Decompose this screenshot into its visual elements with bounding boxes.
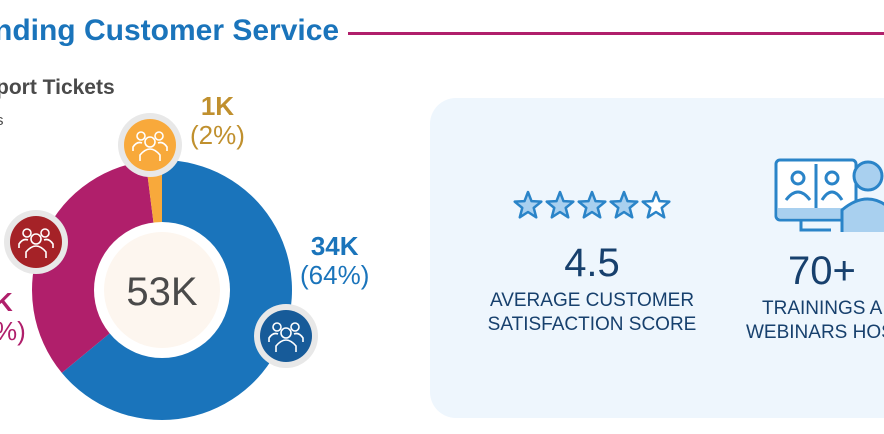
- desc-line: SATISFACTION SCORE: [487, 313, 697, 335]
- star-icon: [577, 190, 607, 219]
- percent-label: (64%): [300, 259, 370, 290]
- stat-description: AVERAGE CUSTOMER SATISFACTION SCORE: [470, 289, 714, 337]
- donut-center: [104, 232, 220, 348]
- label-yellow: 1K (2%): [190, 92, 245, 149]
- label-blue: 34K (64%): [300, 232, 369, 289]
- chart-subtitle: s: [0, 112, 4, 129]
- value-label: 1K: [200, 91, 235, 121]
- star-icon: [513, 190, 543, 219]
- title-divider: [348, 32, 884, 35]
- star-icon: [545, 190, 575, 219]
- star-rating-icon: [513, 190, 671, 219]
- stats-panel: 4.5 AVERAGE CUSTOMER SATISFACTION SCORE …: [430, 98, 884, 418]
- star-icon: [609, 190, 639, 219]
- stat-value: 70+: [788, 249, 856, 293]
- percent-label: %): [0, 315, 26, 346]
- desc-line: AVERAGE CUSTOMER: [489, 290, 695, 311]
- stat-value: 4.5: [564, 241, 620, 285]
- label-magenta: K %): [0, 288, 26, 345]
- video-conference-icon: [774, 158, 884, 232]
- value-label: 34K: [310, 231, 359, 261]
- donut-chart: 53K: [4, 113, 318, 420]
- stat-trainings: 70+ TRAININGS A WEBINARS HOS: [746, 152, 884, 345]
- stat-satisfaction: 4.5 AVERAGE CUSTOMER SATISFACTION SCORE: [470, 188, 714, 337]
- people-icon-yellow: [118, 113, 182, 177]
- section-title: nding Customer Service: [0, 14, 340, 47]
- value-label: K: [0, 287, 13, 317]
- slice-blue: [61, 160, 292, 420]
- people-icon-magenta: [4, 210, 68, 274]
- star-icon: [641, 190, 671, 219]
- chart-title: port Tickets: [0, 76, 115, 99]
- desc-line: WEBINARS HOS: [746, 321, 884, 343]
- people-icon-blue: [254, 304, 318, 368]
- stat-description: TRAININGS A WEBINARS HOS: [746, 297, 884, 345]
- slice-yellow: [146, 166, 162, 225]
- center-total: 53K: [126, 270, 197, 314]
- desc-line: TRAININGS A: [762, 298, 883, 319]
- percent-label: (2%): [190, 119, 245, 150]
- slice-magenta: [32, 161, 154, 373]
